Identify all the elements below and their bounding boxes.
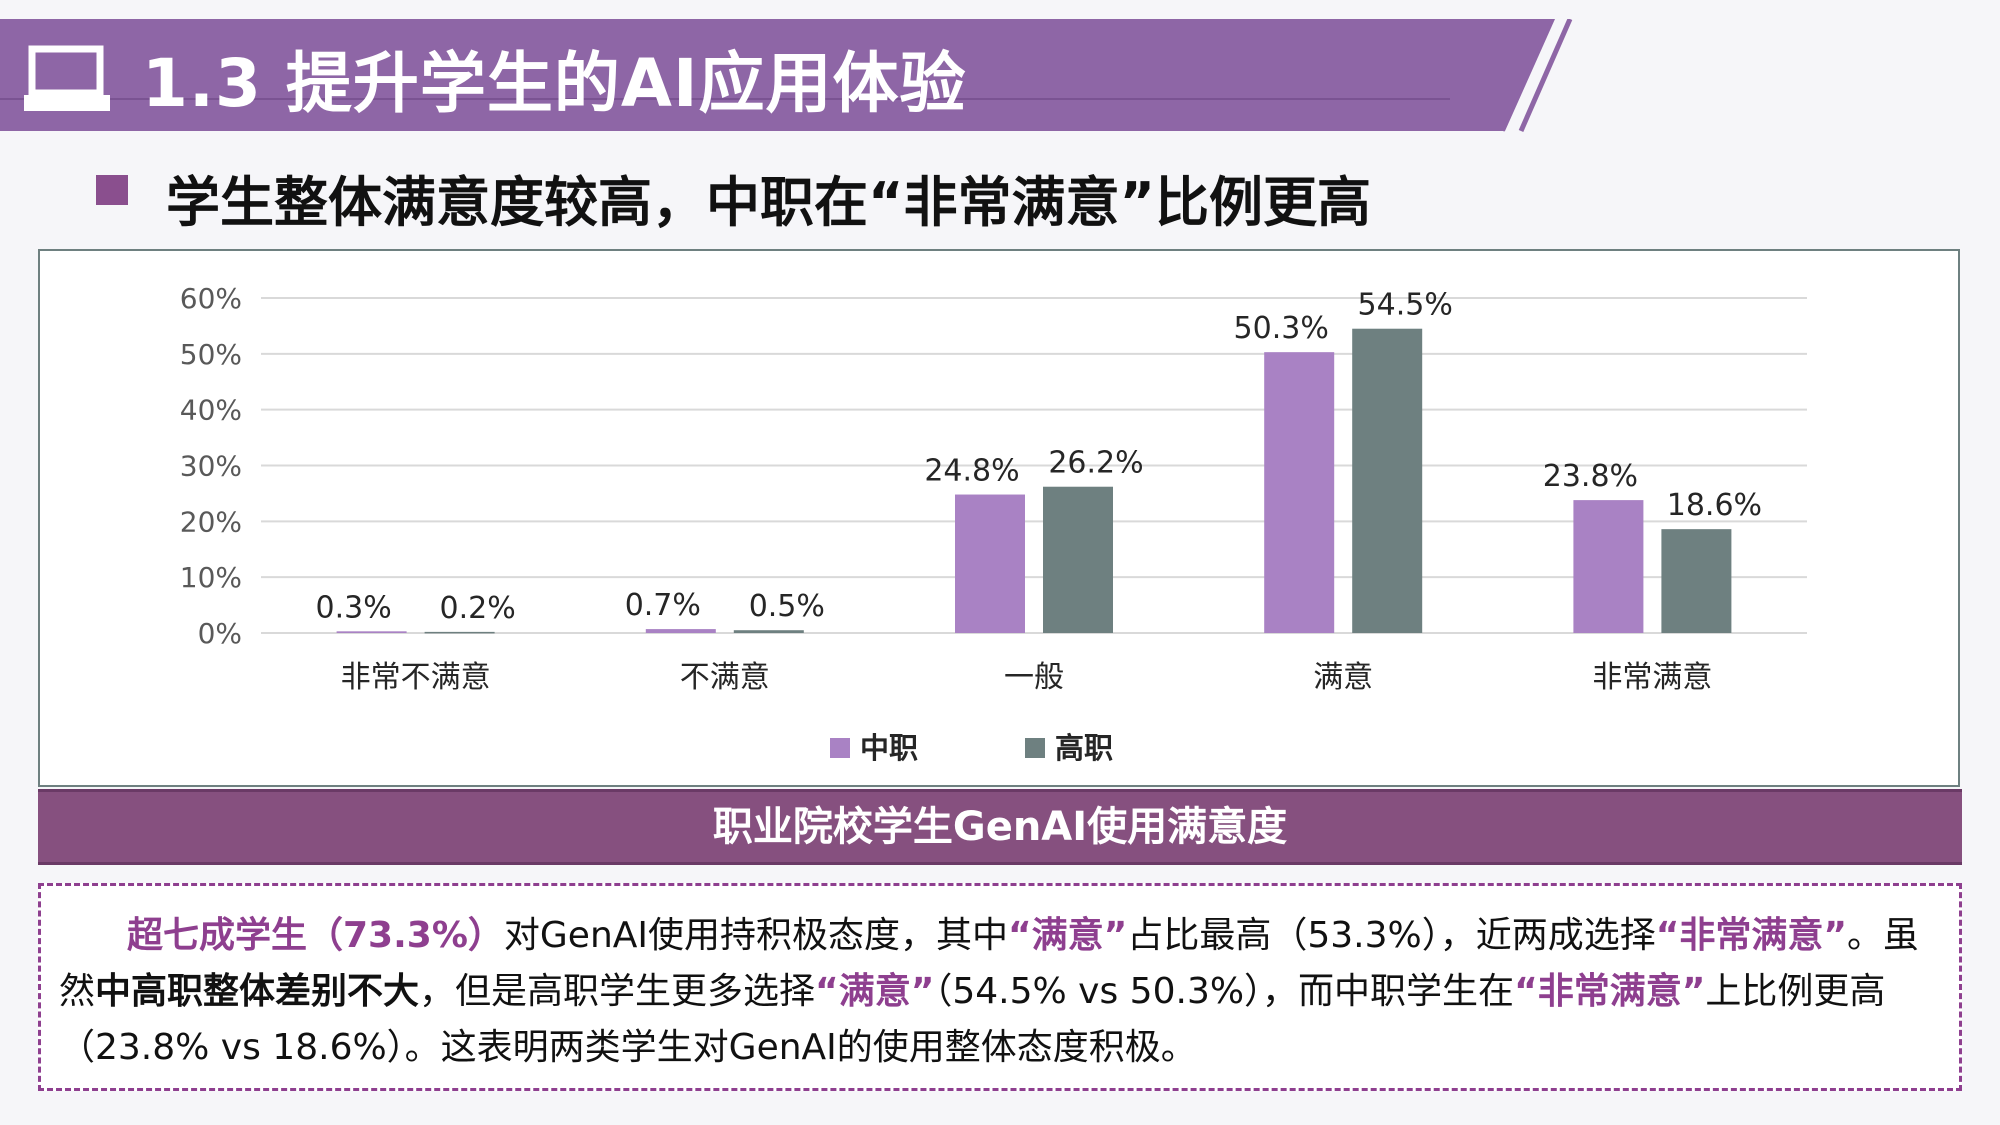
y-tick-label: 0% [198, 617, 242, 650]
summary-highlight: “满意” [815, 971, 935, 1012]
data-label: 50.3% [1234, 311, 1329, 346]
bar-高职 [1352, 328, 1423, 633]
chart-container: 0% 10% 20% 30% 40% 50% 60% 非常不满意 0.3% 0.2% 不满意 0.7%… [38, 249, 1960, 787]
data-label: 0.2% [439, 591, 515, 626]
summary-text-part: 。虽然 [59, 915, 1920, 1012]
chart-caption: 职业院校学生GenAI使用满意度 [38, 789, 1962, 865]
y-tick-label: 30% [180, 450, 242, 483]
summary-text-part: 占比最高（53.3%），近两成选择 [1127, 915, 1656, 956]
data-label: 54.5% [1358, 288, 1453, 323]
bullet-square [96, 175, 128, 205]
bar-中职 [645, 629, 716, 633]
y-tick-label: 40% [180, 394, 242, 427]
y-tick-label: 20% [180, 505, 242, 538]
title-banner [0, 19, 1573, 133]
y-tick-label: 50% [180, 338, 242, 371]
bar-高职 [1043, 486, 1113, 633]
subtitle: 学生整体满意度较高，中职在“非常满意”比例更高 [166, 171, 1371, 234]
summary-text: 超七成学生（73.3%）对GenAI使用持积极态度，其中“满意”占比最高（53.… [38, 883, 1962, 1091]
bar-中职 [336, 631, 407, 633]
data-label: 0.5% [749, 589, 825, 624]
y-tick-label: 60% [180, 282, 242, 315]
summary-text-part: 上比例更高（23.8% vs 18.6%）。这表明两类学生对GenAI的使用整体… [59, 971, 1886, 1068]
data-label: 18.6% [1667, 488, 1762, 523]
x-tick-label: 非常不满意 [341, 660, 491, 695]
laptop-icon [24, 45, 110, 111]
summary-highlight: “满意” [1008, 915, 1128, 956]
x-tick-label: 满意 [1313, 660, 1373, 695]
bar-高职 [424, 631, 495, 634]
legend-swatch [1025, 738, 1045, 758]
bar-中职 [1264, 352, 1335, 633]
summary-bold: 中高职整体差别不大 [95, 971, 420, 1012]
summary-highlight: “非常满意” [1514, 971, 1706, 1012]
summary-text-part: 对GenAI使用持积极态度，其中 [503, 915, 1009, 956]
summary-highlight: 超七成学生（73.3%） [127, 915, 504, 956]
y-tick-label: 10% [180, 561, 242, 594]
data-label: 26.2% [1048, 446, 1143, 481]
data-label: 23.8% [1543, 459, 1638, 494]
summary-text-part: （54.5% vs 50.3%），而中职学生在 [934, 971, 1515, 1012]
legend-swatch [830, 738, 850, 758]
data-label: 0.7% [625, 588, 701, 623]
bar-高职 [733, 630, 804, 633]
page-title: 1.3 提升学生的AI应用体验 [142, 45, 967, 122]
legend-label: 高职 [1055, 731, 1113, 765]
summary-highlight: “非常满意” [1655, 915, 1848, 956]
legend-label: 中职 [860, 731, 918, 765]
bar-高职 [1661, 529, 1732, 633]
bar-中职 [955, 494, 1025, 633]
summary-text-part: ，但是高职学生更多选择 [419, 971, 816, 1012]
x-tick-label: 不满意 [680, 660, 770, 695]
data-label: 0.3% [315, 590, 391, 625]
data-label: 24.8% [924, 454, 1019, 489]
bar-chart: 0% 10% 20% 30% 40% 50% 60% 非常不满意 0.3% 0.2% 不满意 0.7%… [180, 282, 1807, 765]
x-tick-label: 一般 [1004, 660, 1064, 695]
x-tick-label: 非常满意 [1592, 660, 1712, 695]
bar-中职 [1573, 500, 1644, 633]
